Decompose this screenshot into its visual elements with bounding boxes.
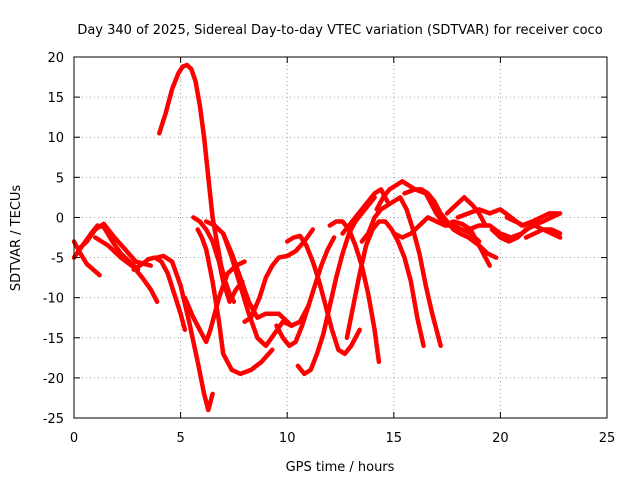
- x-tick-label: 20: [492, 431, 509, 446]
- series-line-s6: [157, 62, 237, 304]
- plot-area: [71, 62, 563, 413]
- axis-ticks: 0 5 10 15 20 25 -25 -20 -15 -10 -5 0 5 10 15 20: [43, 51, 616, 446]
- series-line-s13: [242, 227, 316, 324]
- x-tick-label: 5: [176, 431, 184, 446]
- series-line-s28: [504, 211, 561, 228]
- x-tick-label: 15: [386, 431, 403, 446]
- y-tick-label: 10: [47, 131, 64, 146]
- series-line-s10: [195, 227, 275, 377]
- series-line-s19: [344, 219, 426, 349]
- chart-title: Day 340 of 2025, Sidereal Day-to-day VTE…: [77, 23, 602, 38]
- series-line-s4: [93, 235, 160, 304]
- series-line-s16: [295, 195, 377, 377]
- series-line-s23: [402, 187, 492, 268]
- series-line-s7: [154, 253, 215, 413]
- series-line-s11: [203, 219, 294, 328]
- series-line-s17: [327, 219, 382, 365]
- y-tick-label: 5: [56, 171, 64, 186]
- plot-frame: [73, 56, 608, 419]
- x-tick-label: 25: [599, 431, 616, 446]
- series-line-s12: [220, 231, 311, 349]
- y-tick-label: -10: [43, 292, 64, 307]
- x-tick-label: 0: [70, 431, 78, 446]
- y-tick-label: -5: [51, 252, 64, 267]
- y-tick-label: 15: [47, 91, 64, 106]
- series-line-s20: [359, 195, 443, 349]
- series-line-s22: [391, 215, 482, 244]
- series-line-s29: [523, 227, 563, 240]
- series-line-s8: [182, 259, 247, 345]
- y-tick-label: 20: [47, 51, 64, 66]
- series-line-s24: [444, 195, 488, 228]
- x-axis-label: GPS time / hours: [286, 460, 395, 475]
- series-line-s27: [489, 223, 563, 244]
- series-line-s21: [374, 179, 499, 260]
- y-tick-label: -20: [43, 372, 64, 387]
- series-line-s9: [191, 215, 245, 304]
- y-tick-label: 0: [56, 211, 64, 226]
- series-line-s14: [274, 235, 337, 349]
- series-line-s15: [284, 233, 362, 357]
- x-tick-label: 10: [279, 431, 296, 446]
- y-tick-label: -25: [43, 412, 64, 427]
- series-line-s1: [71, 239, 102, 278]
- series-line-s5: [131, 255, 188, 333]
- series-line-s18: [340, 187, 390, 236]
- y-tick-label: -15: [43, 332, 64, 347]
- y-axis-label: SDTVAR / TECUs: [9, 185, 24, 292]
